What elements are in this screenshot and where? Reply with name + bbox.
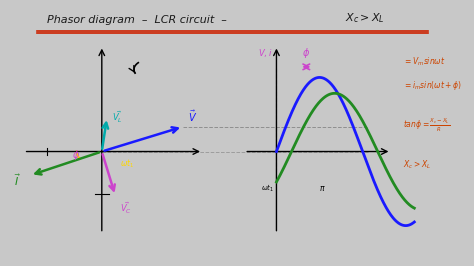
Text: $tan\phi = \frac{X_c - X_L}{R}$: $tan\phi = \frac{X_c - X_L}{R}$	[403, 117, 450, 134]
Text: $\omega t_1$: $\omega t_1$	[261, 183, 274, 194]
Text: $X_c > X_L$: $X_c > X_L$	[403, 159, 431, 171]
Text: $\omega t_1$: $\omega t_1$	[120, 157, 134, 170]
Text: $\pi$: $\pi$	[319, 184, 326, 193]
Text: $\vec{I}$: $\vec{I}$	[14, 173, 21, 188]
Text: $\vec{V_L}$: $\vec{V_L}$	[111, 110, 122, 125]
Text: $X_c > X_L$: $X_c > X_L$	[346, 11, 385, 24]
Text: $\phi$: $\phi$	[73, 148, 81, 162]
Text: $\vec{V}$: $\vec{V}$	[188, 109, 197, 124]
Text: $\vec{V_C}$: $\vec{V_C}$	[120, 201, 132, 217]
Text: $= V_m sin\omega t$: $= V_m sin\omega t$	[403, 55, 446, 68]
Text: $V, i$: $V, i$	[257, 47, 272, 59]
Text: Phasor diagram  –  LCR circuit  –: Phasor diagram – LCR circuit –	[46, 15, 234, 24]
Text: $\phi$: $\phi$	[302, 46, 310, 60]
Text: $= i_m sin(\omega t + \phi)$: $= i_m sin(\omega t + \phi)$	[403, 79, 462, 92]
